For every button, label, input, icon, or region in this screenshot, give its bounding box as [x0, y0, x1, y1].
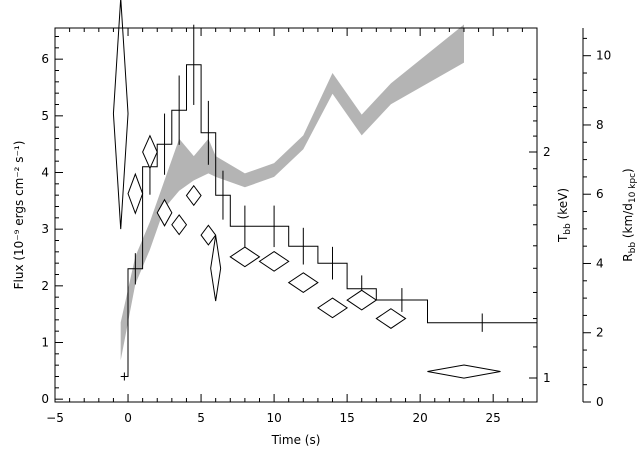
temperature-point — [317, 297, 349, 319]
temperature-axis-title: Tbb (keV) — [556, 188, 573, 243]
radius-axis-title-sub: bb — [628, 242, 638, 254]
left-tick-label: 1 — [41, 336, 49, 350]
radius-tick-label: 0 — [596, 395, 604, 409]
temperature-point — [142, 134, 158, 170]
temperature-point — [427, 364, 501, 379]
x-tick-label: 20 — [413, 411, 428, 425]
left-tick-label: 5 — [41, 109, 49, 123]
radius-tick-label: 4 — [596, 256, 604, 270]
x-tick-label: 25 — [486, 411, 501, 425]
radius-axis-title-end: ) — [621, 168, 635, 173]
axes-layer — [54, 27, 584, 403]
x-tick-label: −5 — [46, 411, 64, 425]
radius-axis-title-sub2: 10 kpc — [628, 173, 638, 203]
radius-band-layer — [120, 24, 464, 361]
plot-frame — [54, 27, 538, 403]
x-tick-label: 0 — [124, 411, 132, 425]
left-axis-title: Flux (10⁻⁹ ergs cm⁻² s⁻¹) — [12, 141, 26, 290]
temperature-point — [375, 308, 407, 329]
radius-tick-label: 6 — [596, 187, 604, 201]
temperature-point — [171, 214, 188, 236]
temperature-point — [210, 235, 222, 302]
temperature-point — [156, 198, 173, 227]
left-tick-label: 2 — [41, 279, 49, 293]
temperature-point — [258, 250, 290, 272]
temperature-point — [127, 172, 144, 215]
temperature-point — [287, 272, 319, 293]
temperature-tick-label: 2 — [543, 145, 551, 159]
radius-band — [120, 24, 464, 361]
temperature-point — [200, 224, 217, 246]
left-tick-label: 6 — [41, 52, 49, 66]
temperature-tick-label: 1 — [543, 371, 551, 385]
radius-tick-label: 2 — [596, 326, 604, 340]
left-tick-label: 3 — [41, 222, 49, 236]
x-tick-label: 15 — [339, 411, 354, 425]
temperature-axis-title-rest: (keV) — [556, 188, 570, 223]
temperature-series-layer — [112, 0, 501, 379]
flux-series-layer — [120, 24, 537, 381]
flux-step-line — [120, 64, 537, 377]
temperature-point — [346, 289, 378, 311]
temperature-axis-title-sub: bb — [563, 223, 573, 235]
x-tick-label: 5 — [197, 411, 205, 425]
x-axis-title: Time (s) — [271, 433, 321, 447]
radius-axis-title-main: R — [621, 253, 635, 261]
radius-tick-label: 10 — [596, 49, 611, 63]
temperature-point — [185, 184, 202, 207]
radius-tick-label: 8 — [596, 118, 604, 132]
radius-axis-title-mid: (km/d — [621, 203, 635, 242]
temperature-axis-title-main: T — [556, 234, 570, 243]
left-tick-label: 0 — [41, 392, 49, 406]
temperature-point — [229, 246, 261, 268]
radius-axis-title: Rbb (km/d10 kpc) — [621, 168, 638, 261]
left-tick-label: 4 — [41, 166, 49, 180]
temperature-point — [112, 0, 129, 230]
x-tick-label: 10 — [266, 411, 281, 425]
